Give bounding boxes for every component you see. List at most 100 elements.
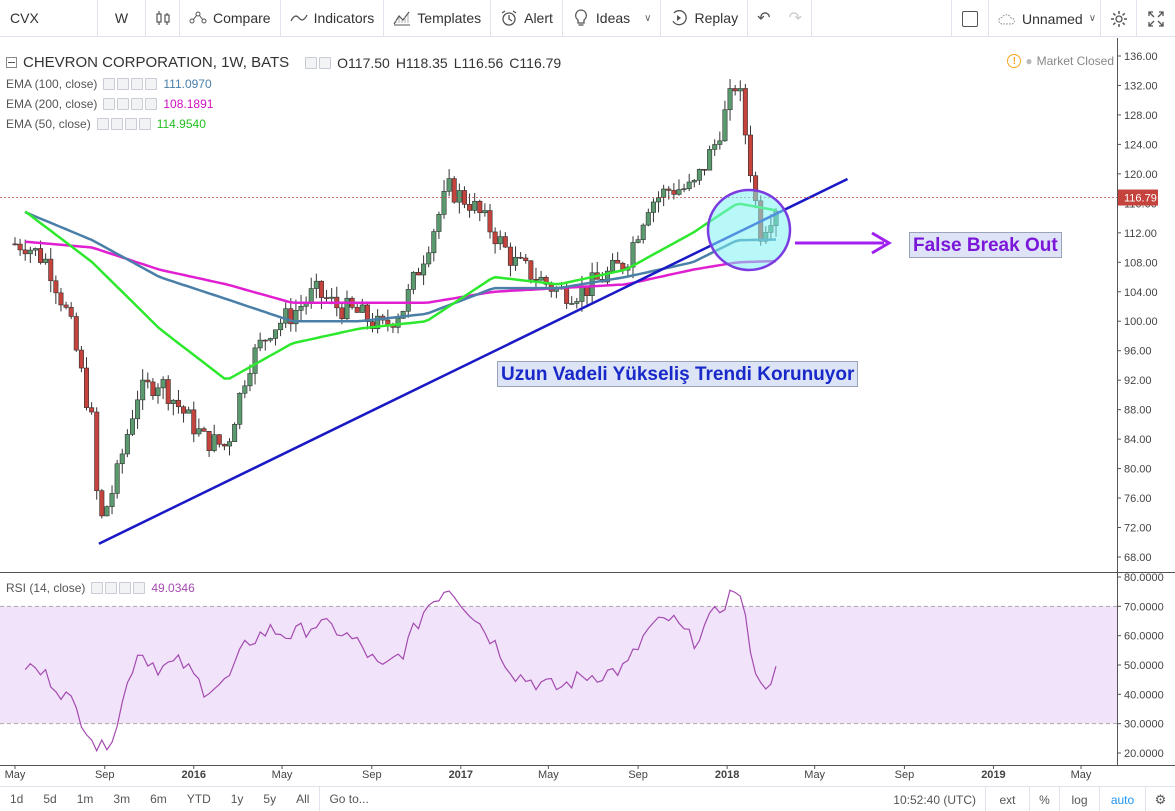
trend-annotation[interactable]: Uzun Vadeli Yükseliş Trendi Korunuyor	[497, 361, 859, 387]
candle-body	[252, 347, 258, 374]
candle-body	[227, 441, 233, 447]
symbol-search[interactable]: CVX	[0, 0, 98, 37]
rsi-legend: RSI (14, close) 49.0346	[6, 581, 195, 595]
indicators-button[interactable]: Indicators	[281, 0, 385, 37]
candle-body	[497, 236, 503, 245]
candle-body	[615, 259, 621, 264]
candle-body	[528, 260, 534, 280]
expand-button[interactable]	[1137, 0, 1175, 37]
range-button-1y[interactable]: 1y	[230, 792, 244, 806]
time-tick-label: 2017	[449, 769, 473, 781]
range-button-1m[interactable]: 1m	[76, 792, 94, 806]
candle-body	[405, 289, 411, 312]
candle-body	[579, 286, 585, 302]
candle-body	[477, 200, 483, 214]
candle-body	[247, 373, 253, 387]
candle-body	[12, 243, 18, 246]
ideas-button[interactable]: Ideas ∨	[563, 0, 662, 37]
goto-label: Go to...	[329, 792, 369, 806]
candle-body	[354, 307, 360, 313]
time-tick-label: May	[272, 769, 293, 781]
candle-body	[415, 272, 421, 276]
candle-body	[359, 304, 365, 313]
legend-controls[interactable]	[305, 56, 332, 69]
candle-body	[329, 296, 335, 299]
chart-area[interactable]: 136.00132.00128.00124.00120.00116.00112.…	[0, 38, 1175, 786]
range-button-ytd[interactable]: YTD	[186, 792, 211, 806]
legend-controls[interactable]	[103, 98, 158, 110]
candle-body	[492, 231, 498, 245]
replay-button[interactable]: Replay	[661, 0, 749, 37]
high-value: H118.35	[395, 54, 448, 71]
rsi-axis[interactable]: 80.0000 70.0000 60.0000 50.0000 40.0000 30.00…	[1117, 572, 1164, 760]
candle-body	[43, 258, 49, 263]
candle-body	[722, 109, 728, 142]
collapse-icon[interactable]	[6, 57, 17, 68]
chart-settings-button[interactable]: ⚙	[1145, 787, 1175, 811]
candle-body	[446, 178, 452, 192]
false-breakout-annotation[interactable]: False Break Out	[909, 232, 1062, 258]
range-button-5d[interactable]: 5d	[43, 792, 57, 806]
ema200-legend: EMA (200, close) 108.1891	[6, 97, 213, 111]
candle-body	[523, 257, 529, 262]
range-button-1d[interactable]: 1d	[10, 792, 24, 806]
candle-body	[278, 322, 284, 331]
close-value: C116.79	[509, 54, 562, 71]
chart-type-button[interactable]	[146, 0, 180, 37]
alert-button[interactable]: Alert	[491, 0, 563, 37]
range-button-6m[interactable]: 6m	[150, 792, 167, 806]
candle-body	[666, 188, 672, 191]
price-tick-label: 124.00	[1124, 139, 1158, 151]
ema200-value: 108.1891	[163, 97, 214, 111]
legend-controls[interactable]	[103, 78, 158, 90]
legend-controls[interactable]	[91, 582, 146, 594]
candle-body	[451, 178, 457, 203]
log-toggle[interactable]: log	[1059, 787, 1099, 811]
time-tick-label: 2018	[715, 769, 739, 781]
range-button-3m[interactable]: 3m	[113, 792, 131, 806]
templates-button[interactable]: Templates	[384, 0, 492, 37]
compare-button[interactable]: Compare	[180, 0, 281, 37]
percent-toggle[interactable]: %	[1029, 787, 1059, 811]
interval-button[interactable]: W	[98, 0, 146, 37]
candle-body	[610, 259, 616, 272]
price-axis[interactable]: 136.00132.00128.00124.00120.00116.00112.…	[1117, 51, 1158, 564]
candle-body	[298, 305, 304, 311]
date-range-buttons: 1d 5d 1m 3m 6m YTD 1y 5y All	[0, 787, 319, 811]
candle-body	[431, 231, 437, 254]
range-button-5y[interactable]: 5y	[263, 792, 277, 806]
candle-body	[645, 212, 651, 226]
candle-body	[109, 493, 115, 507]
candle-body	[22, 249, 28, 255]
ext-toggle[interactable]: ext	[985, 787, 1029, 811]
arrow-head	[871, 231, 892, 255]
price-chart[interactable]: 136.00132.00128.00124.00120.00116.00112.…	[0, 38, 1175, 786]
candle-body	[543, 276, 549, 285]
goto-button[interactable]: Go to...	[319, 786, 377, 811]
price-tick-label: 136.00	[1124, 51, 1158, 63]
candle-body	[375, 315, 381, 330]
settings-button[interactable]	[1101, 0, 1137, 37]
auto-toggle[interactable]: auto	[1099, 787, 1145, 811]
redo-button[interactable]: ↷	[779, 0, 812, 37]
breakout-circle[interactable]	[706, 188, 792, 272]
chevron-down-icon: ∨	[644, 12, 652, 24]
range-button-all[interactable]: All	[296, 792, 310, 806]
legend-controls[interactable]	[96, 118, 151, 130]
rsi-value: 49.0346	[151, 581, 195, 595]
price-tick-label: 120.00	[1124, 169, 1158, 181]
candle-body	[747, 134, 753, 177]
candle-body	[124, 434, 130, 455]
clock[interactable]: 10:52:40 (UTC)	[884, 787, 985, 811]
clock-label: 10:52:40 (UTC)	[893, 792, 976, 807]
undo-button[interactable]: ↶	[748, 0, 779, 37]
candle-body	[104, 506, 110, 517]
candle-body	[17, 243, 23, 251]
layout-name-button[interactable]: Unnamed ∨	[989, 0, 1101, 37]
candle-body	[242, 385, 248, 394]
fullscreen-layout-button[interactable]	[951, 0, 989, 37]
candle-body	[78, 349, 84, 369]
candle-body	[564, 287, 570, 304]
time-tick-label: May	[1071, 769, 1092, 781]
time-axis[interactable]: May Sep 2016 May Sep 2017 May Sep 2018 May Sep 2019…	[5, 765, 1092, 781]
